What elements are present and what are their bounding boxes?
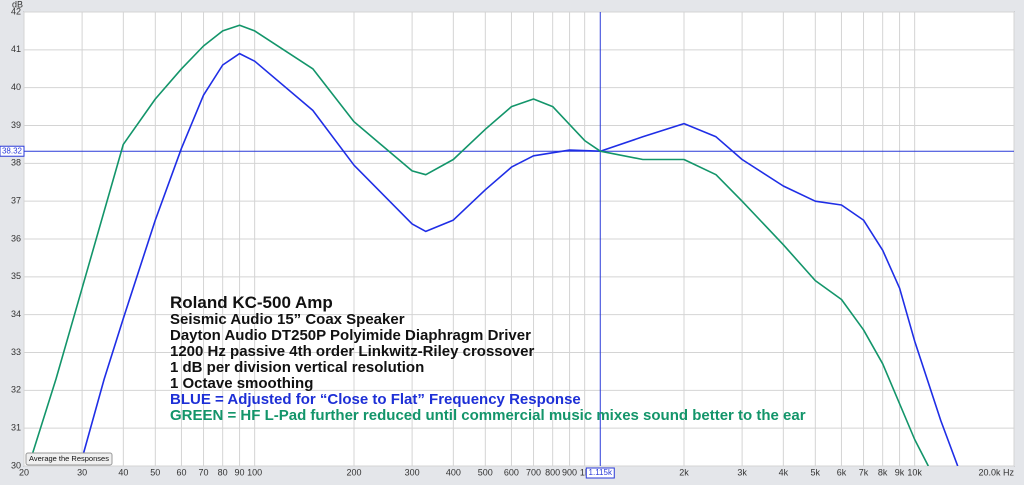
x-tick-label: 500: [478, 467, 493, 477]
x-tick-label: 1k: [580, 467, 590, 477]
annotation-title: Roland KC-500 Amp: [170, 293, 333, 312]
cursor-x-label: 1.115k: [589, 468, 613, 477]
y-tick-label: 39: [11, 120, 21, 130]
x-tick-label: 5k: [811, 467, 821, 477]
button-label[interactable]: Average the Responses: [29, 454, 109, 463]
y-tick-label: 37: [11, 196, 21, 206]
cursor-y-box: [0, 145, 25, 157]
x-tick-label: 90: [235, 467, 245, 477]
x-tick-label: 900: [562, 467, 577, 477]
y-tick-label: 36: [11, 233, 21, 243]
x-tick-label: 200: [346, 467, 361, 477]
annotation: GREEN = HF L-Pad further reduced until c…: [170, 407, 806, 424]
series-line: [81, 52, 959, 466]
x-tick-label: 600: [504, 467, 519, 477]
x-tick-label: 7k: [859, 467, 869, 477]
cursor-x-box: [585, 467, 615, 479]
y-tick-label: 34: [11, 309, 21, 319]
button[interactable]: [25, 452, 113, 466]
x-tick-label: 2k: [679, 467, 689, 477]
x-tick-label: 9k: [895, 467, 905, 477]
x-tick-label: 60: [176, 467, 186, 477]
x-tick-label: 8k: [878, 467, 888, 477]
x-tick-label: 3k: [737, 467, 747, 477]
y-tick-label: 38: [11, 158, 21, 168]
x-tick-label: 40: [118, 467, 128, 477]
x-tick-label: 20: [19, 467, 29, 477]
annotation: 1200 Hz passive 4th order Linkwitz-Riley…: [170, 343, 534, 360]
x-tick-label: 50: [150, 467, 160, 477]
x-tick-label: 700: [526, 467, 541, 477]
x-tick-label: 20.0k Hz: [978, 467, 1014, 477]
x-tick-label: 70: [199, 467, 209, 477]
annotation: 1 dB per division vertical resolution: [170, 359, 424, 376]
x-tick-label: 800: [545, 467, 560, 477]
x-tick-label: 100: [247, 467, 262, 477]
y-tick-label: 41: [11, 44, 21, 54]
x-tick-label: 80: [218, 467, 228, 477]
y-tick-label: 35: [11, 271, 21, 281]
x-tick-label: 30: [77, 467, 87, 477]
annotation: BLUE = Adjusted for “Close to Flat” Freq…: [170, 391, 581, 408]
x-tick-label: 400: [446, 467, 461, 477]
y-tick-label: 30: [11, 460, 21, 470]
y-tick-label: 33: [11, 347, 21, 357]
y-tick-label: 42: [11, 6, 21, 16]
x-tick-label: 4k: [779, 467, 789, 477]
y-tick-label: 31: [11, 423, 21, 433]
annotation: Dayton Audio DT250P Polyimide Diaphragm …: [170, 327, 531, 344]
series-line: [30, 24, 930, 466]
x-tick-label: 6k: [837, 467, 847, 477]
x-tick-label: 300: [405, 467, 420, 477]
y-tick-label: 40: [11, 82, 21, 92]
annotation: Seismic Audio 15” Coax Speaker: [170, 311, 405, 328]
y-unit: dB: [12, 0, 23, 9]
y-tick-label: 32: [11, 385, 21, 395]
cursor-y-label: 38.32: [2, 146, 23, 155]
x-tick-label: 10k: [907, 467, 922, 477]
annotation: 1 Octave smoothing: [170, 375, 313, 392]
